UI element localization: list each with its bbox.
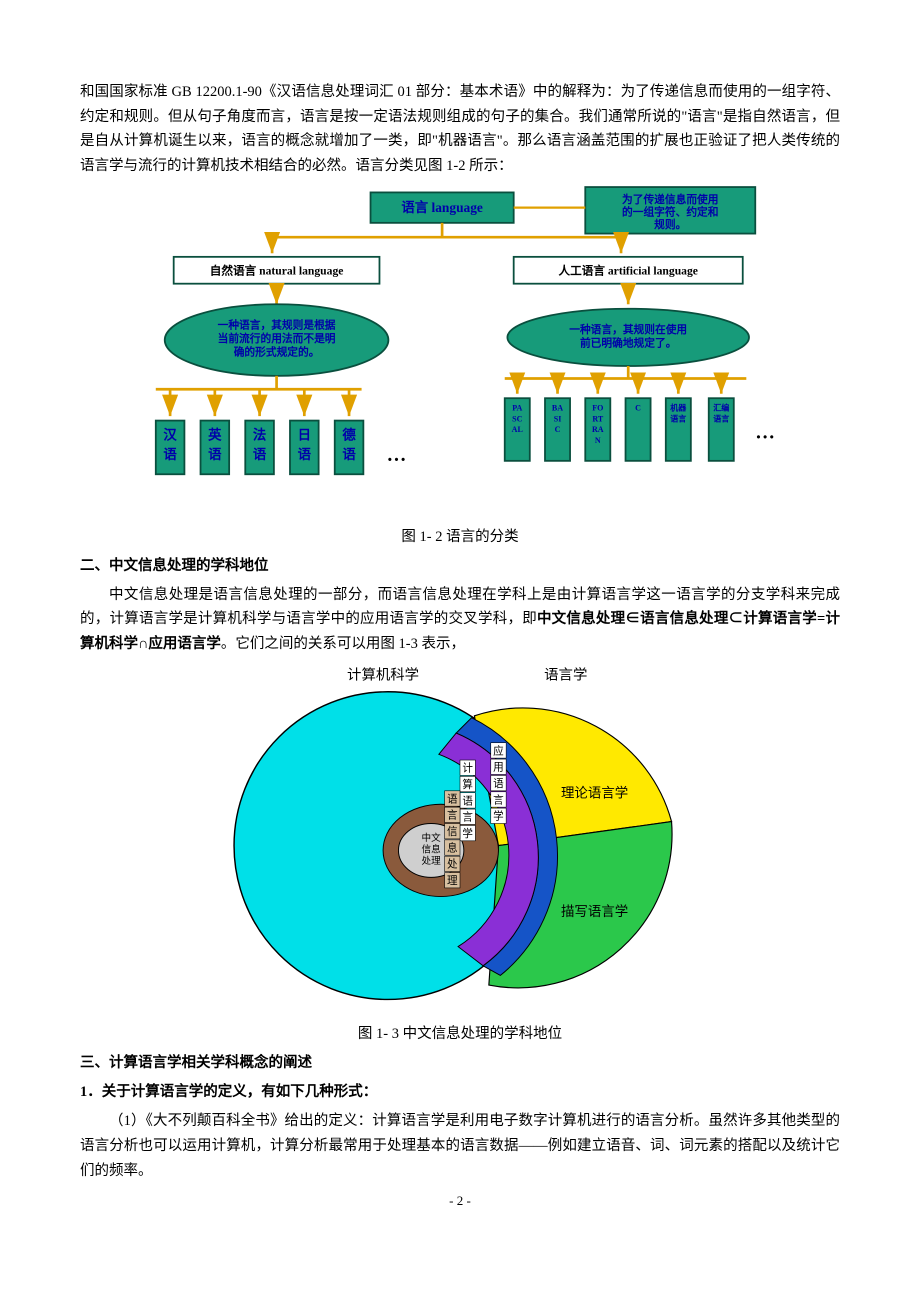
fig-1-2-caption: 图 1- 2 语言的分类 — [80, 525, 840, 546]
svg-text:C: C — [635, 403, 641, 412]
svg-text:中文: 中文 — [422, 832, 442, 844]
svg-text:言: 言 — [493, 794, 504, 807]
svg-text:语: 语 — [447, 794, 458, 806]
svg-text:为了传递信息而使用: 为了传递信息而使用 — [622, 193, 718, 206]
svg-text:C: C — [555, 425, 561, 434]
svg-text:计: 计 — [462, 762, 473, 775]
svg-text:SI: SI — [554, 414, 562, 423]
svg-text:息: 息 — [447, 842, 458, 855]
svg-text:日: 日 — [298, 427, 311, 442]
svg-text:信息: 信息 — [422, 844, 442, 856]
svg-text:语言: 语言 — [670, 413, 686, 423]
svg-text:SC: SC — [512, 414, 522, 423]
svg-text:BA: BA — [552, 403, 563, 412]
svg-text:语: 语 — [163, 447, 177, 462]
heading-2: 二、中文信息处理的学科地位 — [80, 554, 840, 575]
svg-text:语: 语 — [253, 447, 267, 462]
svg-text:理: 理 — [447, 876, 458, 888]
svg-text:语: 语 — [298, 447, 312, 462]
svg-text:FO: FO — [592, 403, 603, 412]
svg-text:德: 德 — [342, 426, 356, 442]
svg-text:一种语言，其规则是根据: 一种语言，其规则是根据 — [218, 318, 336, 331]
svg-text:学: 学 — [493, 810, 504, 823]
svg-text:确的形式规定的。: 确的形式规定的。 — [234, 345, 320, 358]
svg-text:处理: 处理 — [422, 855, 442, 867]
svg-text:算: 算 — [462, 778, 473, 791]
svg-text:英: 英 — [207, 426, 222, 442]
section3-paragraph: （1）《大不列颠百科全书》给出的定义：计算语言学是利用电子数字计算机进行的语言分… — [80, 1109, 840, 1183]
svg-text:语言: 语言 — [713, 413, 729, 423]
heading-3: 三、计算语言学相关学科概念的阐述 — [80, 1051, 840, 1072]
subheading-1: 1．关于计算语言学的定义，有如下几种形式： — [80, 1080, 840, 1101]
svg-text:汉: 汉 — [163, 427, 177, 442]
intro-paragraph: 和国国家标准 GB 12200.1-90《汉语信息处理词汇 01 部分：基本术语… — [80, 80, 840, 179]
svg-text:PA: PA — [512, 403, 522, 412]
svg-text:前已明确地规定了。: 前已明确地规定了。 — [580, 336, 676, 349]
svg-text:学: 学 — [462, 827, 473, 840]
svg-text:规则。: 规则。 — [654, 218, 686, 231]
svg-text:言: 言 — [462, 811, 473, 824]
svg-text:RT: RT — [592, 414, 604, 423]
svg-text:计算机科学: 计算机科学 — [347, 667, 419, 684]
svg-text:语言 language: 语言 language — [401, 199, 483, 215]
svg-text:当前流行的用法而不是明: 当前流行的用法而不是明 — [218, 331, 336, 344]
svg-text:…: … — [755, 421, 775, 443]
svg-text:一种语言，其规则在使用: 一种语言，其规则在使用 — [569, 322, 687, 335]
page-number: - 2 - — [80, 1193, 840, 1209]
svg-text:描写语言学: 描写语言学 — [561, 904, 628, 919]
fig-1-2-tree: 语言 language 为了传递信息而使用 的一组字符、约定和 规则。 自然语言… — [120, 179, 800, 519]
fig-1-3-caption: 图 1- 3 中文信息处理的学科地位 — [80, 1022, 840, 1043]
svg-text:汇编: 汇编 — [713, 402, 729, 412]
fig-1-3-venn: 计算机科学 语言学 理论语言学 描写语言学 计算语言学 应用语言学 语言信息处理… — [210, 656, 710, 1016]
svg-text:法: 法 — [253, 426, 266, 442]
svg-text:信: 信 — [447, 827, 458, 839]
svg-text:语: 语 — [493, 778, 504, 790]
svg-text:处: 处 — [447, 859, 458, 871]
svg-text:的一组字符、约定和: 的一组字符、约定和 — [622, 205, 718, 218]
svg-text:N: N — [595, 436, 601, 445]
svg-text:语: 语 — [208, 447, 222, 462]
svg-text:应: 应 — [493, 745, 504, 758]
svg-text:语言学: 语言学 — [544, 667, 587, 684]
svg-text:…: … — [387, 443, 407, 465]
svg-text:语: 语 — [342, 447, 356, 462]
svg-text:用: 用 — [493, 763, 504, 774]
para2-text-c: 。它们之间的关系可以用图 1-3 表示， — [221, 636, 465, 652]
svg-text:人工语言 artificial language: 人工语言 artificial language — [558, 263, 698, 277]
svg-text:理论语言学: 理论语言学 — [561, 786, 628, 801]
svg-text:语: 语 — [462, 796, 473, 808]
svg-text:言: 言 — [447, 809, 458, 822]
section2-paragraph: 中文信息处理是语言信息处理的一部分，而语言信息处理在学科上是由计算语言学这一语言… — [80, 583, 840, 657]
svg-text:机器: 机器 — [670, 402, 687, 412]
svg-text:自然语言 natural language: 自然语言 natural language — [210, 263, 344, 277]
svg-text:RA: RA — [592, 425, 604, 434]
svg-text:AL: AL — [512, 425, 524, 434]
